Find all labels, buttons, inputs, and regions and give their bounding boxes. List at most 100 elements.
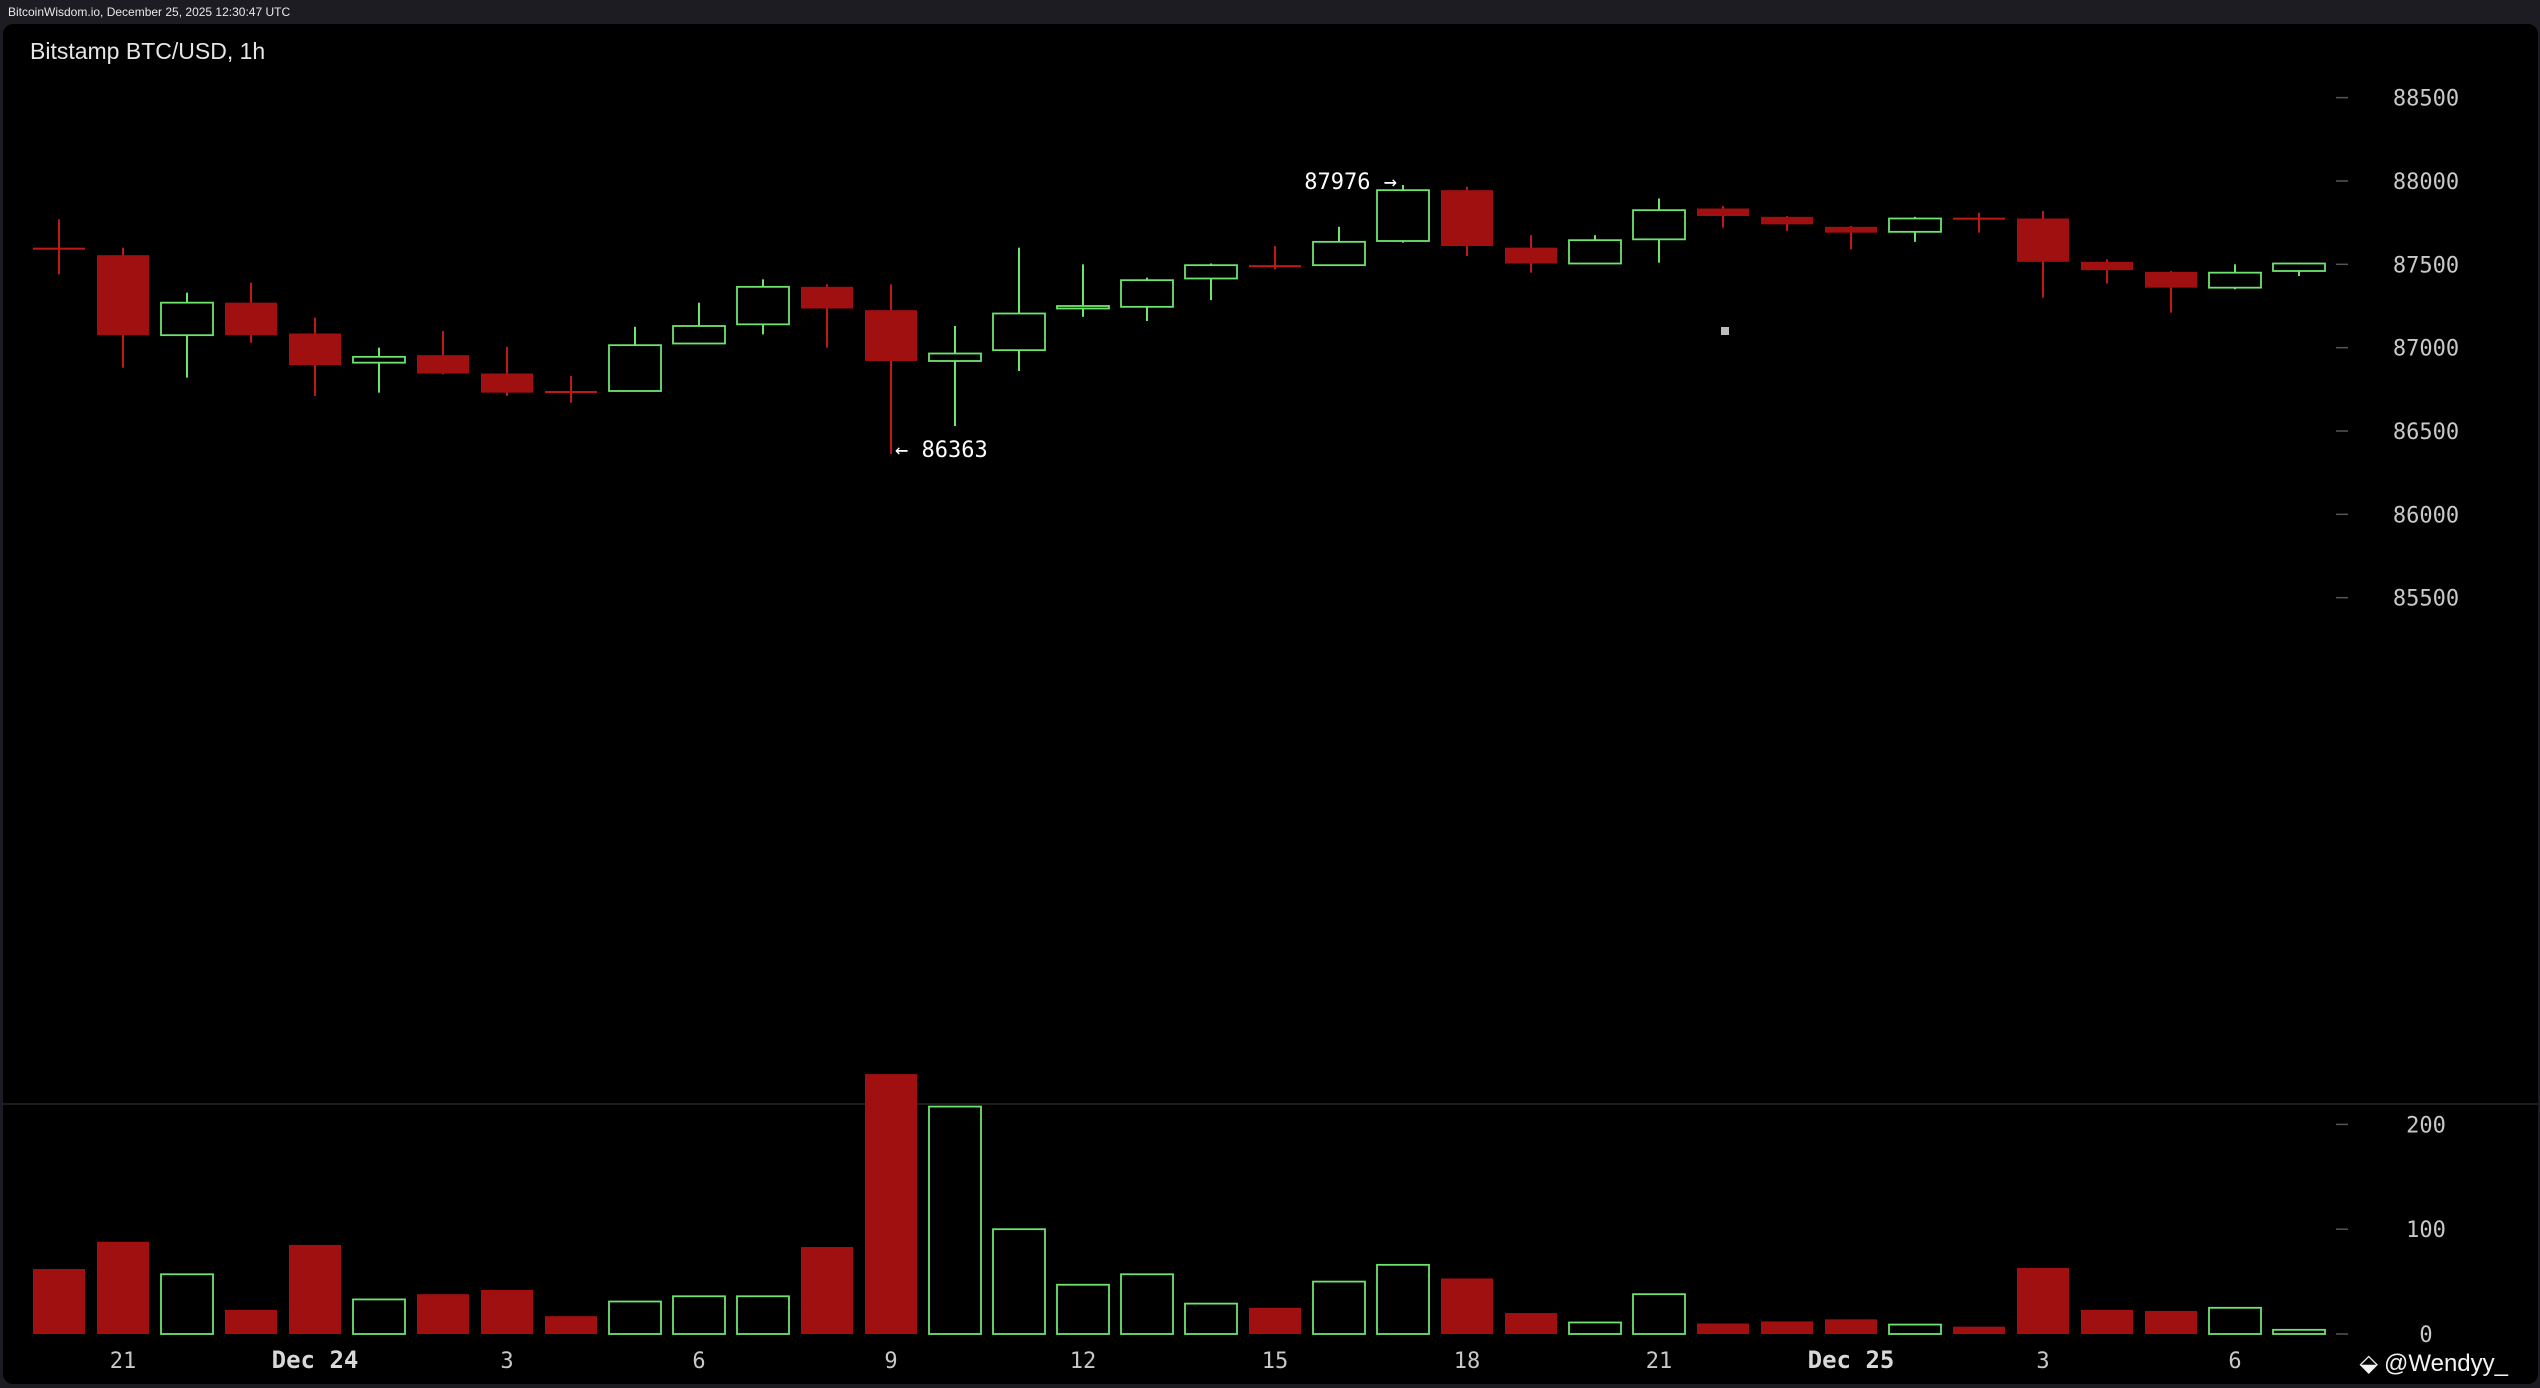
candle-body	[2081, 261, 2133, 271]
candle-body	[1568, 239, 1622, 265]
volume-bar	[736, 1295, 790, 1335]
candle-body	[2017, 218, 2069, 262]
chart-title: Bitstamp BTC/USD, 1h	[30, 38, 266, 64]
candle-body	[992, 312, 1046, 352]
volume-bar	[33, 1269, 85, 1334]
volume-bar	[2017, 1267, 2069, 1334]
candle-body	[33, 247, 85, 250]
time-tick-label: 15	[1262, 1349, 1289, 1374]
volume-bar	[992, 1228, 1046, 1335]
price-axis: 85500 86000 86500 87000 87500 88000 88500	[2336, 87, 2459, 612]
volume-bar	[1953, 1326, 2005, 1334]
volume-bar	[1376, 1263, 1430, 1335]
volume-bar	[1888, 1323, 1942, 1335]
candle-body	[2208, 271, 2262, 289]
candle-body	[1056, 305, 1110, 310]
volume-bar	[1632, 1293, 1686, 1335]
candle-body	[225, 302, 277, 336]
time-tick-label: Dec 24	[272, 1346, 359, 1374]
volume-bar	[1761, 1321, 1813, 1334]
volume-bar	[1056, 1283, 1110, 1335]
volume-bar	[1505, 1313, 1557, 1334]
volume-bar	[1120, 1273, 1174, 1335]
chart-panel: Bitstamp BTC/USD, 1h 85500 86000 86500 8700…	[3, 24, 2538, 1384]
volume-bar	[1568, 1321, 1622, 1335]
candle-body	[736, 285, 790, 326]
volume-bar	[289, 1244, 341, 1334]
volume-bar	[1312, 1280, 1366, 1335]
volume-bar	[2272, 1328, 2326, 1335]
candle-body	[1376, 189, 1430, 242]
candles	[33, 185, 2326, 454]
price-tick-label: 87000	[2393, 337, 2459, 362]
candle-body	[1184, 264, 1238, 280]
candle-body	[352, 355, 406, 364]
candle-body	[1632, 209, 1686, 241]
chart-svg: 85500 86000 86500 87000 87500 88000 88500 0 100…	[3, 87, 2538, 1374]
time-tick-label: 21	[110, 1349, 137, 1374]
time-tick-label: Dec 25	[1808, 1346, 1895, 1374]
candle-body	[608, 344, 662, 392]
volume-bar	[2081, 1309, 2133, 1334]
volume-bar	[865, 1074, 917, 1334]
volume-bar	[417, 1294, 469, 1334]
price-tick-label: 87500	[2393, 253, 2459, 278]
volume-bar	[801, 1247, 853, 1334]
price-tick-label: 85500	[2393, 587, 2459, 612]
candle-body	[97, 255, 149, 336]
volume-bar	[352, 1298, 406, 1335]
volume-bar	[1441, 1278, 1493, 1334]
volume-bar	[481, 1289, 533, 1334]
high-price-annotation: 87976 →	[1304, 170, 1397, 195]
volume-bar	[672, 1295, 726, 1335]
volume-bar	[2145, 1310, 2197, 1334]
candle-body	[289, 333, 341, 366]
candle-body	[417, 355, 469, 374]
volume-bar	[928, 1105, 982, 1335]
volume-bar	[545, 1316, 597, 1334]
candle-body	[672, 325, 726, 345]
volume-bar	[2208, 1306, 2262, 1335]
candle-body	[160, 301, 214, 337]
volume-bars	[33, 1074, 2326, 1335]
time-tick-label: 21	[1646, 1349, 1673, 1374]
time-tick-label: 12	[1070, 1349, 1097, 1374]
time-tick-label: 3	[500, 1349, 513, 1374]
candle-body	[1825, 226, 1877, 233]
cursor-marker	[1721, 327, 1729, 335]
time-tick-label: 6	[692, 1349, 705, 1374]
diamond-logo-icon: ⬙	[2359, 1350, 2379, 1377]
volume-bar	[225, 1309, 277, 1334]
volume-tick-label: 200	[2406, 1113, 2446, 1138]
volume-tick-label: 100	[2406, 1218, 2446, 1243]
price-tick-label: 88000	[2393, 170, 2459, 195]
candle-body	[1761, 216, 1813, 225]
candle-body	[2145, 271, 2197, 288]
time-tick-label: 18	[1454, 1349, 1481, 1374]
watermark: ⬙ @Wendyy_	[2360, 1349, 2508, 1378]
time-tick-label: 3	[2036, 1349, 2049, 1374]
volume-bar	[1249, 1307, 1301, 1334]
volume-bar	[97, 1241, 149, 1334]
candle-body	[928, 352, 982, 362]
price-tick-label: 86500	[2393, 420, 2459, 445]
candle-body	[1697, 208, 1749, 216]
candle-body	[1888, 217, 1942, 233]
volume-bar	[608, 1300, 662, 1335]
candle-body	[2272, 262, 2326, 272]
low-price-annotation: ← 86363	[895, 438, 988, 463]
price-tick-label: 88500	[2393, 87, 2459, 112]
price-tick-label: 86000	[2393, 503, 2459, 528]
candle-body	[1441, 190, 1493, 246]
source-timestamp-bar: BitcoinWisdom.io, December 25, 2025 12:3…	[0, 0, 2540, 24]
candle-body	[1505, 247, 1557, 264]
volume-tick-label: 0	[2419, 1323, 2432, 1348]
candle-body	[801, 286, 853, 309]
candle-body	[481, 373, 533, 393]
volume-bar	[1697, 1323, 1749, 1334]
candle-body	[865, 310, 917, 361]
candle-body	[1120, 279, 1174, 308]
candle-body	[1953, 217, 2005, 220]
candle-body	[545, 391, 597, 393]
volume-bar	[160, 1273, 214, 1335]
